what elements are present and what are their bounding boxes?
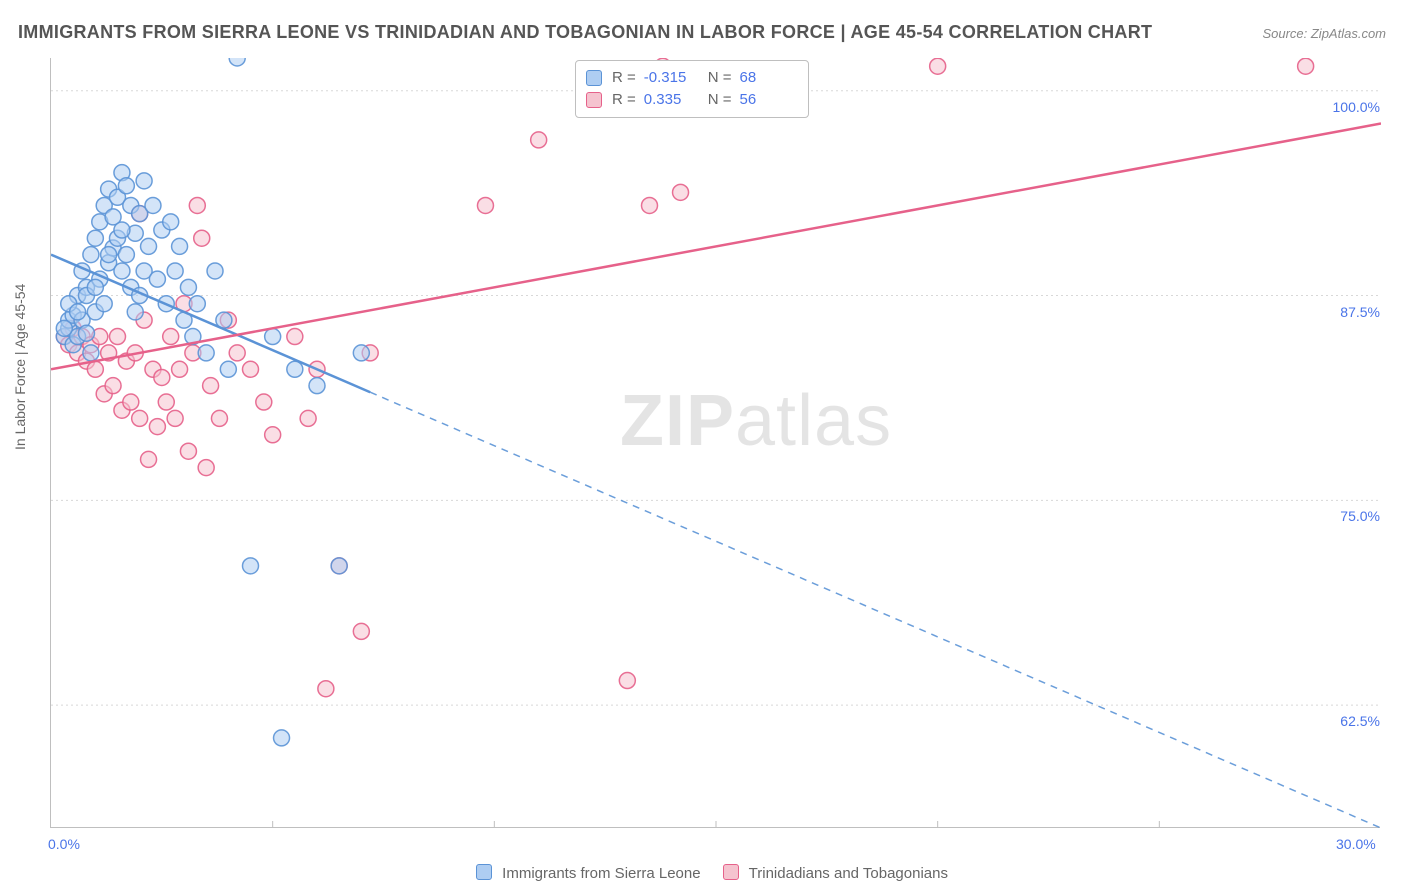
y-tick-label: 100.0% — [1333, 99, 1380, 115]
r-value-a: -0.315 — [644, 67, 698, 89]
swatch-series-b — [586, 92, 602, 108]
y-tick-label: 62.5% — [1340, 713, 1380, 729]
watermark: ZIPatlas — [620, 380, 892, 462]
n-label: N = — [708, 67, 732, 89]
r-label: R = — [612, 89, 636, 111]
swatch-series-a — [586, 70, 602, 86]
stats-row-b: R = 0.335 N = 56 — [586, 89, 794, 111]
x-tick-label: 30.0% — [1336, 836, 1376, 852]
legend-label-a: Immigrants from Sierra Leone — [502, 865, 700, 882]
correlation-stats-box: R = -0.315 N = 68 R = 0.335 N = 56 — [575, 60, 809, 118]
chart-title: IMMIGRANTS FROM SIERRA LEONE VS TRINIDAD… — [18, 22, 1152, 43]
r-value-b: 0.335 — [644, 89, 698, 111]
x-axis-legend: Immigrants from Sierra Leone Trinidadian… — [0, 864, 1406, 882]
n-label: N = — [708, 89, 732, 111]
stats-row-a: R = -0.315 N = 68 — [586, 67, 794, 89]
y-tick-label: 87.5% — [1340, 304, 1380, 320]
x-tick-label: 0.0% — [48, 836, 80, 852]
source-attribution: Source: ZipAtlas.com — [1262, 26, 1386, 41]
legend-swatch-a — [476, 864, 492, 880]
y-tick-label: 75.0% — [1340, 508, 1380, 524]
r-label: R = — [612, 67, 636, 89]
legend-label-b: Trinidadians and Tobagonians — [749, 865, 948, 882]
n-value-a: 68 — [740, 67, 794, 89]
y-axis-label: In Labor Force | Age 45-54 — [12, 284, 28, 450]
legend-swatch-b — [723, 864, 739, 880]
n-value-b: 56 — [740, 89, 794, 111]
